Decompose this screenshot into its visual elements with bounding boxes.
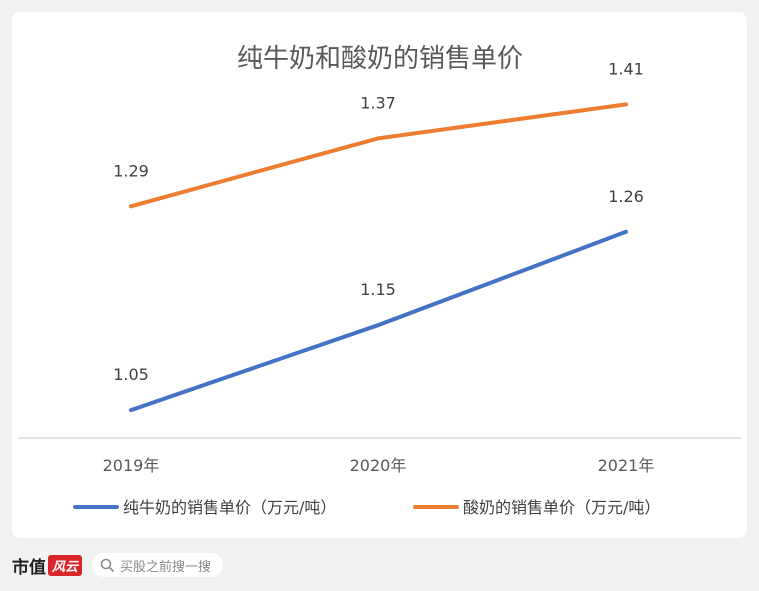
data-label-0-1: 1.15: [360, 280, 396, 299]
data-label-0-0: 1.05: [113, 365, 149, 384]
footer-bar: 市值 风云 买股之前搜一搜: [12, 548, 747, 582]
data-label-1-0: 1.29: [113, 161, 149, 180]
data-label-1-2: 1.41: [608, 59, 644, 78]
chart-title: 纯牛奶和酸奶的销售单价: [237, 44, 523, 74]
legend-label-1: 酸奶的销售单价（万元/吨）: [463, 498, 660, 517]
x-tick-label-0: 2019年: [103, 456, 160, 475]
data-label-1-1: 1.37: [360, 93, 396, 112]
chart-card: 纯牛奶和酸奶的销售单价 1.05 1.15 1.26 1.29 1.37 1.41 201…: [12, 12, 747, 538]
data-label-0-2: 1.26: [608, 187, 644, 206]
search-icon: [100, 558, 114, 572]
line-chart: 纯牛奶和酸奶的销售单价 1.05 1.15 1.26 1.29 1.37 1.41 201…: [18, 44, 741, 517]
brand-mark: 风云: [48, 554, 83, 576]
series-line-1: [129, 102, 628, 209]
x-tick-label-2: 2021年: [598, 456, 655, 475]
brand-name: 市值: [12, 557, 46, 578]
brand-logo: 市值 风云: [12, 553, 83, 578]
series-line-0: [129, 229, 628, 413]
search-placeholder: 买股之前搜一搜: [120, 559, 212, 575]
search-box[interactable]: 买股之前搜一搜: [92, 553, 224, 577]
x-tick-label-1: 2020年: [350, 456, 407, 475]
legend-label-0: 纯牛奶的销售单价（万元/吨）: [123, 498, 336, 517]
